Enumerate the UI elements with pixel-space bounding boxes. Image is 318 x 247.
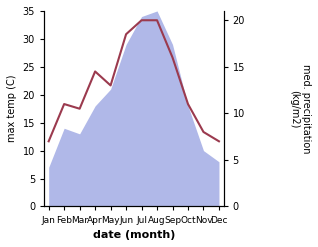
Y-axis label: med. precipitation
(kg/m2): med. precipitation (kg/m2) [289, 64, 311, 153]
X-axis label: date (month): date (month) [93, 230, 175, 240]
Y-axis label: max temp (C): max temp (C) [7, 75, 17, 143]
